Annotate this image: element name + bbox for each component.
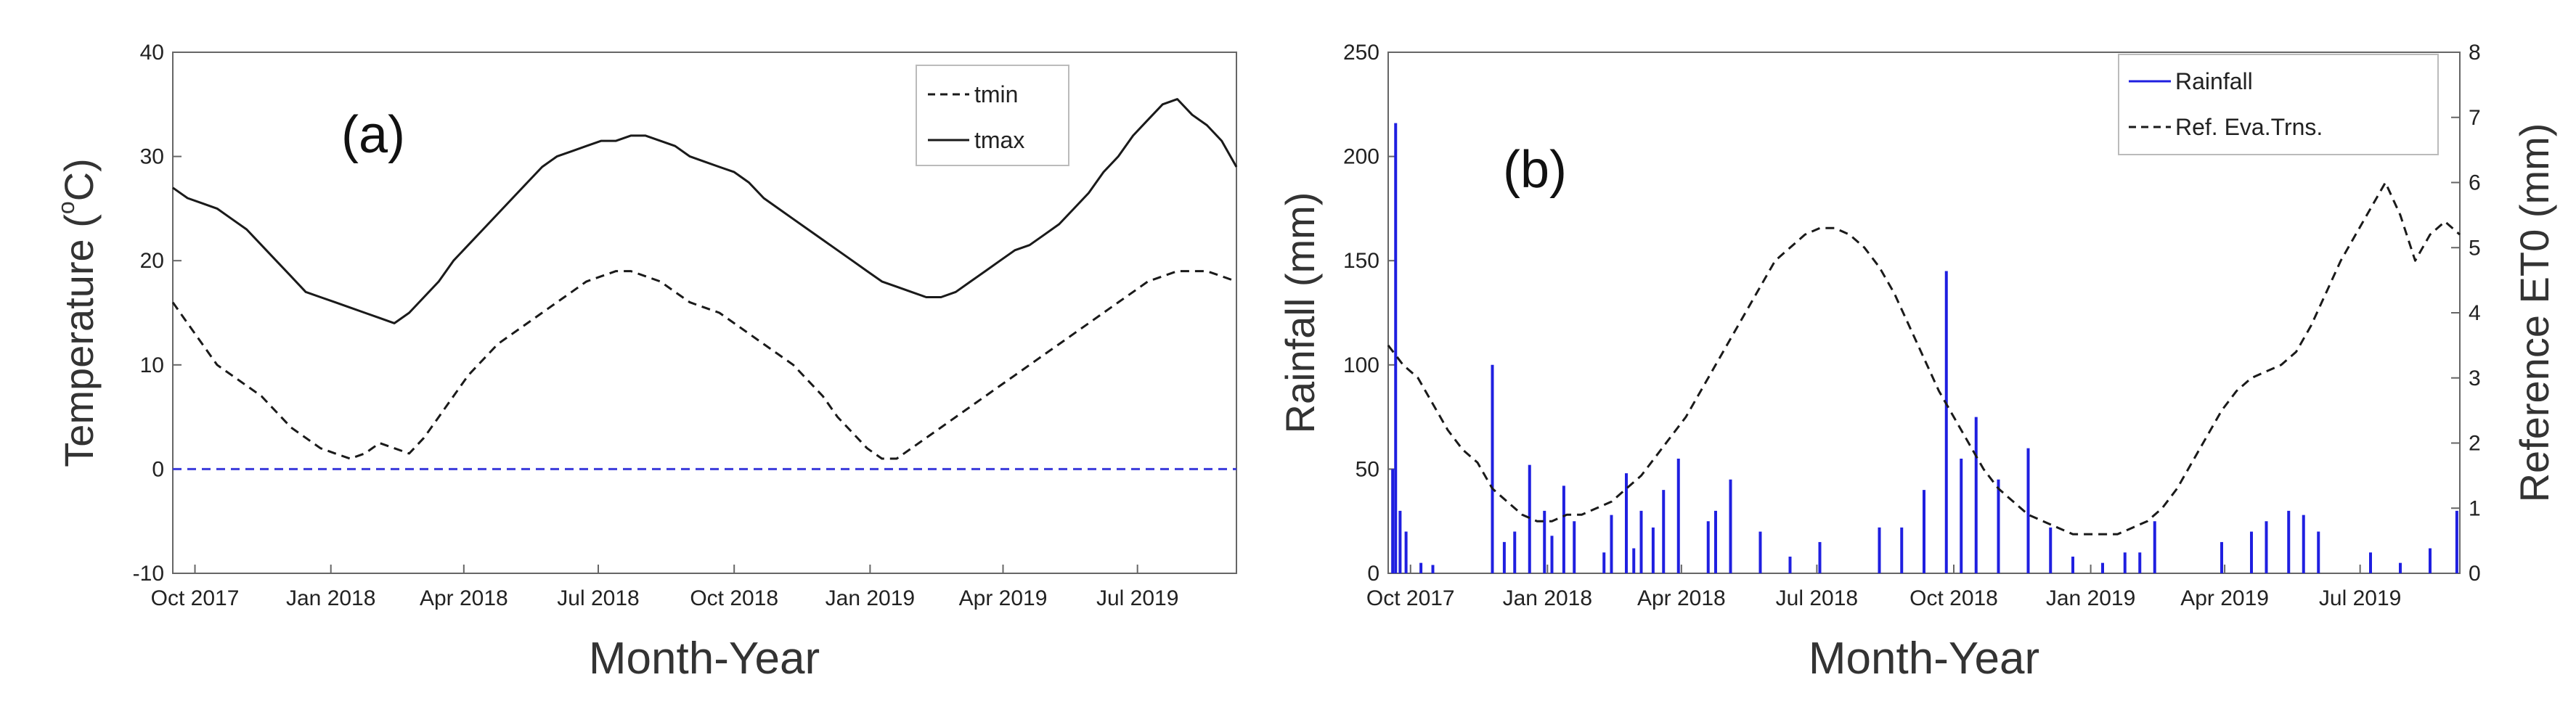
panel-a-xtick-label: Oct 2018 bbox=[690, 586, 778, 610]
panel-b-xtick-label: Jan 2018 bbox=[1503, 586, 1592, 610]
panel-b-ytick-right-label: 5 bbox=[2469, 236, 2481, 260]
panel-a-legend-box bbox=[916, 65, 1069, 166]
panel-a-ytick-label: 10 bbox=[140, 353, 164, 377]
panel-a-ytick-label: 40 bbox=[140, 41, 164, 65]
panel-b-ytick-label: 250 bbox=[1343, 41, 1379, 65]
panel-b-xtick-label: Oct 2018 bbox=[1909, 586, 1998, 610]
series-tmax-line bbox=[172, 98, 1238, 324]
panel-a-xtick-label: Jan 2018 bbox=[286, 586, 375, 610]
panel-b-legend: Rainfall Ref. Eva.Trns. bbox=[2118, 54, 2439, 155]
panel-a-x-axis-title: Month-Year bbox=[589, 634, 820, 684]
panel-a-xtick-label: Jul 2019 bbox=[1096, 586, 1178, 610]
panel-a-ytick-label: 30 bbox=[140, 145, 164, 169]
legend-tmin-label: tmin bbox=[974, 81, 1018, 107]
panel-a-label: (a) bbox=[341, 106, 405, 164]
panel-b-xtick-label: Apr 2019 bbox=[2180, 586, 2269, 610]
panel-b-ytick-label: 50 bbox=[1356, 457, 1379, 481]
panel-a-plot-frame bbox=[172, 52, 1237, 574]
panel-a-y-axis-title: Temperature (oC) bbox=[53, 158, 102, 467]
series-tmin-line bbox=[171, 270, 1237, 460]
panel-b-ytick-right-label: 0 bbox=[2469, 562, 2481, 586]
y-axis-title-degree: o bbox=[53, 201, 79, 214]
panel-b-ytick-label: 100 bbox=[1343, 353, 1379, 377]
panel-b-series bbox=[1387, 123, 2461, 573]
panel-b-ytick-right-label: 8 bbox=[2469, 41, 2481, 65]
panel-b-y-axis-title-left: Rainfall (mm) bbox=[1277, 192, 1323, 434]
panel-b-ytick-right-label: 2 bbox=[2469, 432, 2481, 456]
panel-a-ticks: -10 0 10 20 30 40 Oct 2017 Jan 2018 Apr 2018 Jul … bbox=[133, 41, 1179, 610]
y-axis-title-unit: C) bbox=[56, 158, 102, 201]
panel-a-ytick-label: 20 bbox=[140, 249, 164, 273]
panel-a-xtick-label: Jul 2018 bbox=[557, 586, 639, 610]
panel-b-ytick-label: 0 bbox=[1367, 562, 1379, 586]
panel-b-y-axis-title-right: Reference ET0 (mm) bbox=[2511, 123, 2557, 503]
panel-b-rainfall-et0: 0 50 100 150 200 250 0 1 2 3 4 5 6 7 8 Oct 2017 Jan 2018… bbox=[1277, 41, 2557, 684]
legend-et0-label: Ref. Eva.Trns. bbox=[2175, 114, 2323, 140]
panel-b-xtick-label: Jan 2019 bbox=[2046, 586, 2135, 610]
panel-a-ytick-label: 0 bbox=[152, 457, 164, 481]
panel-a-legend: tmin tmax bbox=[916, 65, 1069, 166]
series-ref-eva-trns-line bbox=[1387, 181, 2461, 536]
panel-b-xtick-label: Jul 2019 bbox=[2319, 586, 2401, 610]
panel-b-ticks: 0 50 100 150 200 250 0 1 2 3 4 5 6 7 8 Oct 2017 Jan 2018… bbox=[1343, 41, 2481, 610]
panel-b-ytick-right-label: 1 bbox=[2469, 496, 2481, 520]
panel-b-ytick-label: 200 bbox=[1343, 145, 1379, 169]
legend-rainfall-label: Rainfall bbox=[2175, 68, 2253, 94]
panel-a-series bbox=[171, 98, 1238, 470]
panel-a-ytick-label: -10 bbox=[133, 562, 164, 586]
panel-a-xtick-label: Oct 2017 bbox=[151, 586, 240, 610]
panel-b-legend-box bbox=[2118, 54, 2439, 155]
panel-b-ytick-right-label: 7 bbox=[2469, 106, 2481, 130]
panel-b-ytick-label: 150 bbox=[1343, 249, 1379, 273]
panel-b-xtick-label: Jul 2018 bbox=[1776, 586, 1858, 610]
y-axis-title-main: Temperature ( bbox=[56, 214, 102, 467]
panel-a-temperature: -10 0 10 20 30 40 Oct 2017 Jan 2018 Apr 2018 Jul … bbox=[53, 41, 1238, 684]
panel-b-xtick-label: Oct 2017 bbox=[1366, 586, 1455, 610]
svg-text:Temperature (oC): Temperature (oC) bbox=[53, 158, 102, 467]
panel-a-xtick-label: Jan 2019 bbox=[826, 586, 915, 610]
panel-b-xtick-label: Apr 2018 bbox=[1637, 586, 1726, 610]
panel-b-ytick-right-label: 3 bbox=[2469, 366, 2481, 390]
panel-a-xtick-label: Apr 2019 bbox=[959, 586, 1048, 610]
legend-tmax-label: tmax bbox=[974, 127, 1024, 153]
panel-b-ytick-right-label: 4 bbox=[2469, 301, 2481, 325]
panel-a-xtick-label: Apr 2018 bbox=[420, 586, 508, 610]
panel-b-label: (b) bbox=[1503, 141, 1567, 199]
panel-b-ytick-right-label: 6 bbox=[2469, 171, 2481, 195]
panel-b-x-axis-title: Month-Year bbox=[1809, 634, 2039, 684]
